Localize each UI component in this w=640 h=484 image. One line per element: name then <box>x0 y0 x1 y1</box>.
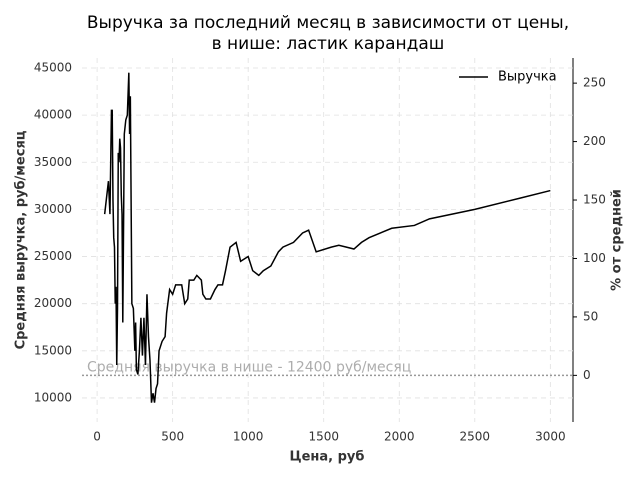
y-axis-label: Средняя выручка, руб/месяц <box>14 130 29 349</box>
y-tick-label: 30000 <box>34 202 72 216</box>
y2-tick-label: 50 <box>583 309 598 323</box>
y-tick-label: 15000 <box>34 343 72 357</box>
y-tick-label: 10000 <box>34 390 72 404</box>
y2-tick-label: 250 <box>583 76 606 90</box>
legend-label: Выручка <box>498 70 557 85</box>
x-tick-label: 500 <box>161 430 184 444</box>
y2-tick-label: 200 <box>583 134 606 148</box>
chart-title: в нише: ластик карандаш <box>212 34 445 54</box>
chart-title: Выручка за последний месяц в зависимости… <box>87 13 569 33</box>
y2-tick-label: 100 <box>583 251 606 265</box>
x-tick-label: 2000 <box>384 430 415 444</box>
y-tick-label: 45000 <box>34 60 72 74</box>
x-tick-label: 2500 <box>460 430 491 444</box>
x-axis-label: Цена, руб <box>290 450 365 465</box>
y2-tick-label: 0 <box>583 368 591 382</box>
y-tick-label: 25000 <box>34 249 72 263</box>
x-tick-label: 1000 <box>233 430 264 444</box>
y-tick-label: 40000 <box>34 108 72 122</box>
x-tick-label: 0 <box>93 430 101 444</box>
data-line <box>103 72 551 403</box>
x-tick-label: 3000 <box>535 430 566 444</box>
y2-axis-label: % от средней <box>610 189 625 291</box>
y2-tick-label: 150 <box>583 193 606 207</box>
y-tick-label: 20000 <box>34 296 72 310</box>
x-tick-label: 1500 <box>308 430 339 444</box>
y-tick-label: 35000 <box>34 155 72 169</box>
reference-label: Средняя выручка в нише - 12400 руб/месяц <box>87 359 411 375</box>
